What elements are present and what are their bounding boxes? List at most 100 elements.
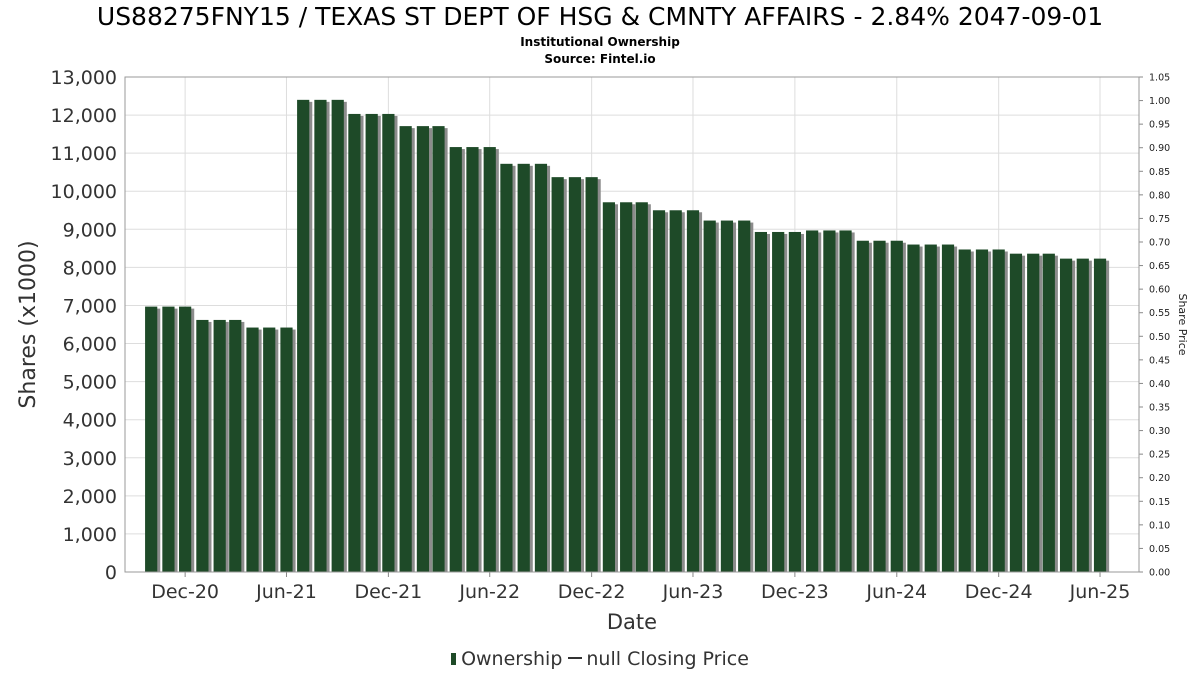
y2-axis-title: Share Price xyxy=(1176,293,1189,355)
x-tick-label: Jun-25 xyxy=(1069,581,1131,603)
ownership-bar xyxy=(1009,253,1023,572)
ownership-bar xyxy=(856,240,869,572)
y2-tick-label: 0.30 xyxy=(1149,426,1170,437)
ownership-bar xyxy=(958,249,971,572)
y2-tick-label: 0.20 xyxy=(1149,473,1170,484)
x-tick-label: Dec-21 xyxy=(354,581,422,603)
y-tick-label: 6,000 xyxy=(63,334,117,356)
y2-tick-label: 1.00 xyxy=(1149,96,1170,107)
ownership-bar xyxy=(196,319,209,572)
y2-tick-label: 0.90 xyxy=(1149,143,1170,154)
y-tick-label: 7,000 xyxy=(63,295,117,317)
ownership-bar xyxy=(924,244,937,573)
ownership-bar xyxy=(669,210,682,572)
ownership-legend-swatch xyxy=(451,653,457,665)
ownership-bar xyxy=(890,240,903,572)
chart-subtitle: Institutional Ownership xyxy=(520,35,680,49)
ownership-bar xyxy=(568,177,582,572)
price-legend-label: null Closing Price xyxy=(586,648,749,670)
y-tick-label: 2,000 xyxy=(63,486,117,508)
y-tick-label: 10,000 xyxy=(51,181,117,203)
ownership-bar xyxy=(1042,253,1055,572)
ownership-bar xyxy=(500,163,513,573)
chart-source: Source: Fintel.io xyxy=(544,52,656,66)
y2-tick-label: 0.60 xyxy=(1149,285,1170,296)
ownership-bar xyxy=(620,202,633,572)
ownership-bar xyxy=(788,231,801,572)
ownership-bar xyxy=(941,244,955,573)
y-tick-label: 3,000 xyxy=(63,448,117,470)
ownership-bar xyxy=(873,240,886,572)
ownership-bar xyxy=(754,231,768,572)
y-tick-label: 11,000 xyxy=(51,143,117,165)
ownership-bar xyxy=(975,249,989,572)
ownership-bar xyxy=(263,327,276,572)
y-tick-label: 0 xyxy=(105,562,117,584)
y2-tick-label: 0.95 xyxy=(1149,120,1170,131)
ownership-bar xyxy=(551,177,564,572)
ownership-bar xyxy=(806,230,819,572)
y-tick-label: 9,000 xyxy=(63,219,117,241)
ownership-bar xyxy=(466,147,479,573)
ownership-bar xyxy=(449,147,462,573)
ownership-bar xyxy=(907,244,920,573)
y2-tick-label: 0.80 xyxy=(1149,190,1170,201)
ownership-bar xyxy=(179,306,192,572)
ownership-bar xyxy=(1093,258,1107,572)
y2-tick-label: 0.10 xyxy=(1149,520,1170,531)
x-tick-label: Dec-23 xyxy=(761,581,829,603)
x-axis-title: Date xyxy=(607,610,657,634)
ownership-bar xyxy=(534,163,548,573)
x-tick-label: Jun-21 xyxy=(255,581,317,603)
ownership-bar xyxy=(246,327,259,572)
chart-legend: Ownership null Closing Price xyxy=(0,648,1200,670)
y2-tick-label: 0.75 xyxy=(1149,214,1170,225)
y2-tick-label: 0.55 xyxy=(1149,308,1170,319)
y2-tick-label: 0.15 xyxy=(1149,497,1170,508)
x-tick-label: Jun-22 xyxy=(458,581,520,603)
y2-tick-label: 0.40 xyxy=(1149,379,1170,390)
y2-tick-label: 0.00 xyxy=(1149,568,1170,579)
x-tick-label: Dec-22 xyxy=(558,581,626,603)
x-tick-label: Jun-24 xyxy=(865,581,927,603)
ownership-bar xyxy=(416,126,430,572)
x-tick-label: Dec-20 xyxy=(151,581,219,603)
y2-tick-label: 0.50 xyxy=(1149,332,1170,343)
ownership-bar xyxy=(432,126,445,572)
y-tick-label: 12,000 xyxy=(51,105,117,127)
ownership-bar xyxy=(602,202,615,572)
y-tick-label: 5,000 xyxy=(63,372,117,394)
y-tick-label: 8,000 xyxy=(63,257,117,279)
plot-frame xyxy=(124,76,1140,573)
ownership-bar xyxy=(823,230,836,572)
ownership-bar xyxy=(280,327,293,572)
y2-tick-label: 0.70 xyxy=(1149,238,1170,249)
ownership-bar xyxy=(585,177,598,572)
y2-tick-label: 0.85 xyxy=(1149,167,1170,178)
ownership-bar xyxy=(331,99,344,572)
ownership-bar xyxy=(213,319,226,572)
ownership-bar xyxy=(314,99,327,572)
ownership-legend-label: Ownership xyxy=(461,648,563,670)
ownership-bar xyxy=(145,306,158,572)
ownership-bar xyxy=(1076,258,1089,572)
ownership-bar xyxy=(652,210,666,572)
ownership-bar xyxy=(399,126,412,572)
y-tick-label: 1,000 xyxy=(63,524,117,546)
ownership-bar xyxy=(686,210,700,572)
ownership-chart: 0 1,000 2,000 3,000 4,000 5,000 6,000 7,000 8,00… xyxy=(16,67,1189,634)
y-axis-title: Shares (x1000) xyxy=(16,240,41,408)
y2-tick-label: 0.25 xyxy=(1149,450,1170,461)
ownership-bar xyxy=(992,249,1005,572)
y2-tick-label: 1.05 xyxy=(1149,73,1170,84)
x-tick-label: Dec-24 xyxy=(965,581,1033,603)
ownership-bar xyxy=(738,220,751,573)
ownership-bar xyxy=(348,113,361,572)
ownership-bar xyxy=(839,230,852,572)
y2-tick-label: 0.45 xyxy=(1149,355,1170,366)
x-tick-label: Jun-23 xyxy=(662,581,724,603)
chart-title: US88275FNY15 / TEXAS ST DEPT OF HSG & CM… xyxy=(96,2,1104,31)
ownership-bar xyxy=(297,99,310,572)
ownership-bar xyxy=(772,231,785,572)
ownership-bar xyxy=(635,202,648,572)
